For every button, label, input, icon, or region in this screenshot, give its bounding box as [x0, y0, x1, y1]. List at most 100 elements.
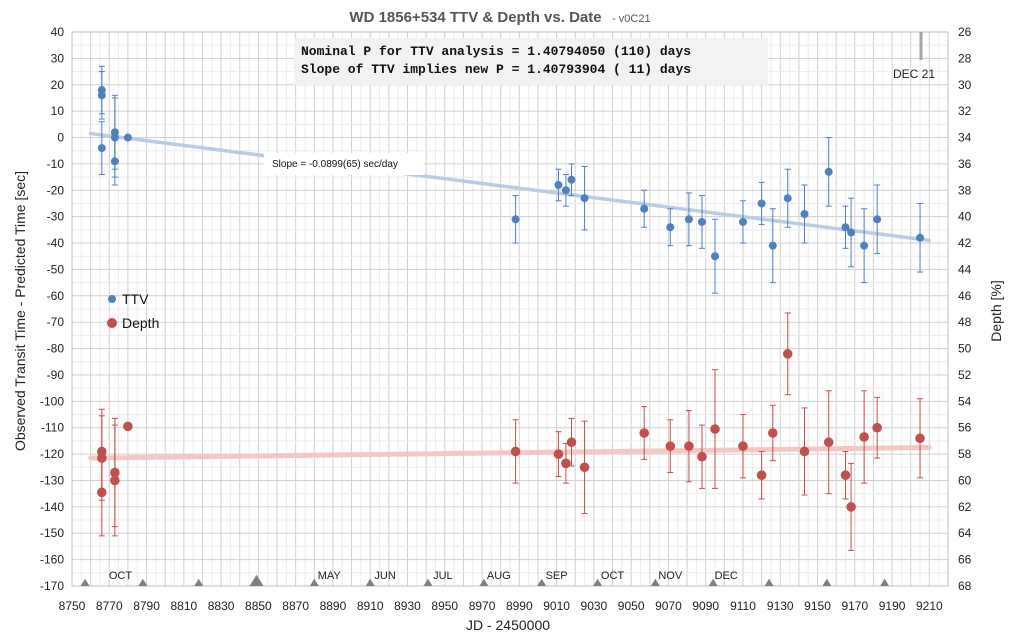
month-label: AUG [487, 570, 511, 582]
month-triangle [249, 574, 264, 586]
ttv-point [783, 194, 792, 203]
month-triangle [309, 578, 319, 586]
month-triangle [80, 578, 90, 586]
ttv-point [97, 91, 106, 100]
y2-tick-label: 40 [958, 210, 972, 224]
ttv-point [666, 223, 675, 232]
month-triangle [764, 578, 774, 586]
legend-ttv-label: TTV [122, 291, 149, 307]
y-tick-label: 20 [51, 78, 65, 92]
depth-point [859, 432, 869, 442]
depth-point [561, 458, 571, 469]
month-markers [80, 574, 890, 586]
y-tick-label: -160 [40, 553, 64, 567]
depth-point [697, 451, 707, 462]
month-label: SEP [546, 570, 568, 582]
y-tick-label: 10 [51, 104, 65, 118]
y2-tick-label: 66 [958, 553, 972, 567]
x-tick-label: 9210 [916, 599, 943, 613]
month-triangle [537, 578, 547, 586]
month-triangle [650, 578, 660, 586]
y2-tick-label: 28 [958, 51, 972, 65]
depth-point [710, 424, 720, 434]
ttv-point [554, 181, 563, 190]
x-tick-label: 9150 [804, 599, 831, 613]
y-tick-label: -80 [47, 342, 65, 356]
x-tick-label: 9110 [730, 599, 756, 613]
month-label: JUN [374, 570, 395, 582]
month-triangle [880, 578, 890, 586]
y-tick-label: 40 [51, 25, 65, 39]
depth-point [768, 428, 778, 438]
y2-tick-label: 48 [958, 315, 972, 329]
depth-point [799, 446, 810, 457]
ttv-point [757, 199, 766, 208]
depth-point [846, 502, 856, 512]
ttv-point [738, 217, 747, 226]
data-marks [97, 65, 925, 551]
ttv-point [860, 241, 869, 250]
y2-tick-label: 56 [958, 421, 972, 435]
y2-tick-label: 50 [958, 342, 972, 356]
x-tick-label: 8950 [431, 599, 458, 613]
y-tick-label: -50 [47, 262, 65, 276]
x-tick-label: 9050 [618, 599, 645, 613]
depth-fit-line [88, 445, 932, 461]
y-tick-label: -150 [40, 526, 64, 540]
y2-tick-label: 38 [958, 183, 972, 197]
depth-point [665, 441, 676, 451]
y2-tick-label: 26 [958, 25, 972, 39]
x-tick-label: 8890 [320, 599, 347, 613]
y2-tick-label: 32 [958, 104, 972, 118]
dec21-marker-label: DEC 21 [893, 67, 935, 81]
y2-tick-label: 44 [958, 262, 972, 276]
ttv-point [873, 215, 882, 224]
y-tick-label: -20 [47, 183, 65, 197]
month-triangle [822, 578, 832, 586]
y-tick-label: -120 [40, 447, 64, 461]
x-tick-label: 9090 [692, 599, 719, 613]
ttv-point [697, 217, 706, 226]
depth-point [915, 433, 925, 444]
x-axis-label: JD - 2450000 [466, 617, 550, 633]
depth-point [510, 446, 521, 457]
y2-tick-label: 64 [958, 526, 972, 540]
ttv-point [640, 204, 649, 213]
depth-point [123, 421, 133, 432]
ttv-point [123, 133, 132, 142]
depth-point [639, 428, 649, 438]
x-tick-label: 8870 [282, 599, 309, 613]
y-tick-label: -130 [40, 473, 64, 487]
y2-tick-label: 62 [958, 500, 972, 514]
y2-tick-label: 36 [958, 157, 972, 171]
month-label: OCT [601, 570, 625, 582]
x-tick-label: 8970 [469, 599, 496, 613]
y2-tick-label: 60 [958, 473, 972, 487]
depth-point [566, 437, 577, 448]
y-tick-label: -90 [47, 368, 65, 382]
x-tick-label: 9010 [543, 599, 570, 613]
month-triangle [194, 578, 204, 586]
info-box [294, 38, 768, 85]
ttv-point [580, 194, 589, 203]
x-tick-label: 8850 [245, 599, 272, 613]
slope-label: Slope = -0.0899(65) sec/day [272, 159, 398, 170]
ttv-point [567, 175, 576, 184]
legend-ttv-marker [108, 295, 116, 303]
x-tick-label: 8790 [133, 599, 160, 613]
new-period-text: Slope of TTV implies new P = 1.40793904 … [301, 62, 691, 77]
month-triangle [708, 578, 718, 586]
grid [71, 31, 949, 587]
ttv-point [97, 144, 106, 153]
y2-tick-label: 30 [958, 78, 972, 92]
legend-depth-marker [107, 318, 117, 328]
x-tick-label: 9030 [581, 599, 608, 613]
month-label: MAY [318, 570, 342, 582]
ttv-point [824, 167, 833, 176]
nominal-period-text: Nominal P for TTV analysis = 1.40794050 … [301, 44, 691, 59]
ttv-point [847, 228, 856, 237]
tick-labels: 8750 8770 8790 8810 8830 8850 8870 8890 8910 8930… [40, 25, 972, 613]
month-label: DEC [715, 570, 738, 582]
month-label: JUL [433, 570, 453, 582]
